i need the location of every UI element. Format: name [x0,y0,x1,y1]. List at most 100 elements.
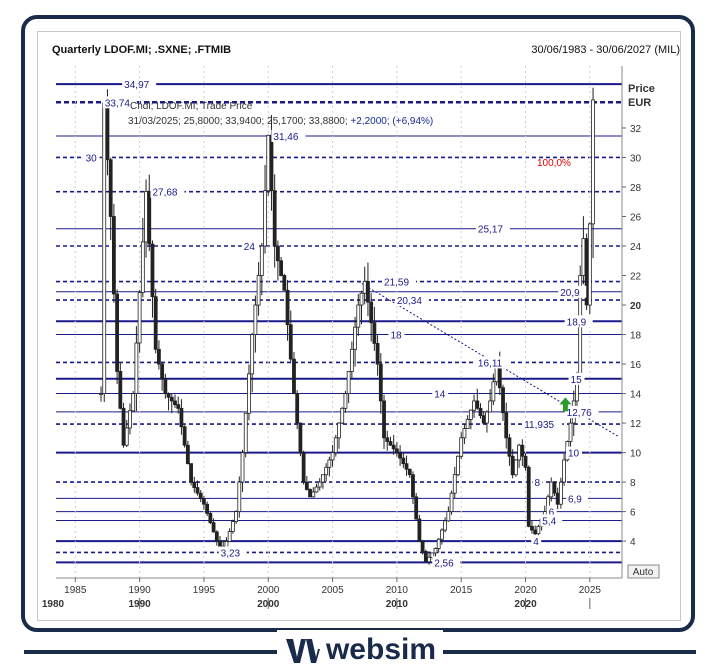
candle-body [491,381,496,402]
candle-body [330,452,335,461]
y-tick-label: 26 [630,213,642,224]
x-tick-label: 1995 [193,585,216,596]
candle-body [456,455,460,476]
candle-body [179,407,184,428]
candle-body [189,463,193,483]
candle-body [301,452,306,483]
y-tick-label: 16 [630,360,642,371]
level-label-bg [531,535,542,548]
decade-label: 1980 [42,599,65,610]
candle-body [333,437,338,453]
candle-body [124,427,129,446]
level-label-bg [558,285,587,298]
candle-body [240,452,245,483]
candle-body [202,498,206,505]
candle-body [436,538,441,549]
level-label-bg [546,505,557,518]
level-label: 6,9 [568,494,582,505]
level-lines [56,83,622,564]
level-label-bg [432,387,449,400]
candle-body [407,468,412,476]
candle-body [256,275,261,306]
candle-body [131,393,136,412]
candle-body [369,301,374,324]
x-tick-label: 2005 [321,585,344,596]
level-label-bg [388,328,405,341]
candle-body [343,393,348,409]
level-label-bg [522,418,563,431]
auto-button[interactable]: Auto [627,564,660,579]
brand-footer: websim [0,626,720,671]
candle-body [475,400,480,409]
candle-body [417,518,422,542]
candle-body [501,387,505,414]
candle-body [468,409,473,420]
candle-body [115,293,120,372]
level-label-bg [568,372,585,385]
candle-body [517,444,521,461]
candle-body [237,481,242,513]
candle-body [366,281,370,303]
candle-body [449,492,454,513]
candle-body [253,304,258,335]
pct-label: 100,0% [537,158,571,169]
candle-body [234,511,238,522]
level-label: 4 [533,537,539,548]
y-tick-label: 6 [630,508,636,519]
info-line-2: 31/03/2025; 25,8000; 33,9400; 25,1700; 3… [128,116,433,127]
candle-body [211,522,216,533]
candle-body [298,422,303,453]
y-tick-label: 32 [630,124,642,135]
candle-body [340,407,345,424]
candle-body [157,348,161,365]
candle-body [324,466,329,476]
candle-body [485,411,489,424]
candle-body [169,396,174,402]
candle-body [259,245,264,276]
level-label: 5,4 [542,516,556,527]
level-label-bg [83,151,100,164]
price-axis-label-price: Price [628,83,655,95]
candle-body [587,223,592,306]
level-label: 15 [571,375,583,386]
candle-body [523,455,528,468]
level-label: 12,76 [567,408,592,419]
candle-body [433,548,438,554]
x-tick-label: 2010 [386,585,409,596]
candle-body [198,492,203,500]
candle-body [510,455,515,476]
candle-body [230,521,235,532]
candle-body [182,426,187,446]
price-axis-label-currency: EUR [628,97,651,109]
candle-body [275,245,280,262]
level-label: 33,74 [105,98,130,109]
level-label-bg [271,129,306,142]
level-label: 30 [86,153,98,164]
candle-body [591,99,595,225]
y-tick-label: 30 [630,153,642,164]
candle-body [311,491,316,498]
chart-title: Quarterly LDOF.MI; .SXNE; .FTMIB [52,44,232,56]
candle-body [385,437,390,442]
candle-body [530,525,534,531]
y-tick-label: 8 [630,478,636,489]
candle-body [394,448,399,453]
level-label-bg [150,185,185,198]
candle-body [507,437,512,457]
x-tick-label: 2000 [257,585,280,596]
candle-body [269,134,274,192]
candle-body [102,102,107,394]
y-tick-label: 22 [630,272,642,283]
level-label: 6 [549,508,555,519]
candles [99,87,595,565]
candle-body [356,304,361,328]
candle-body [105,102,110,161]
candle-body [250,334,255,375]
candle-body [111,216,116,295]
y-tick-label: 24 [630,242,642,253]
y-tick-label: 4 [630,537,636,548]
level-label-bg [532,476,543,489]
candle-body [549,481,554,498]
candle-body [266,134,271,192]
